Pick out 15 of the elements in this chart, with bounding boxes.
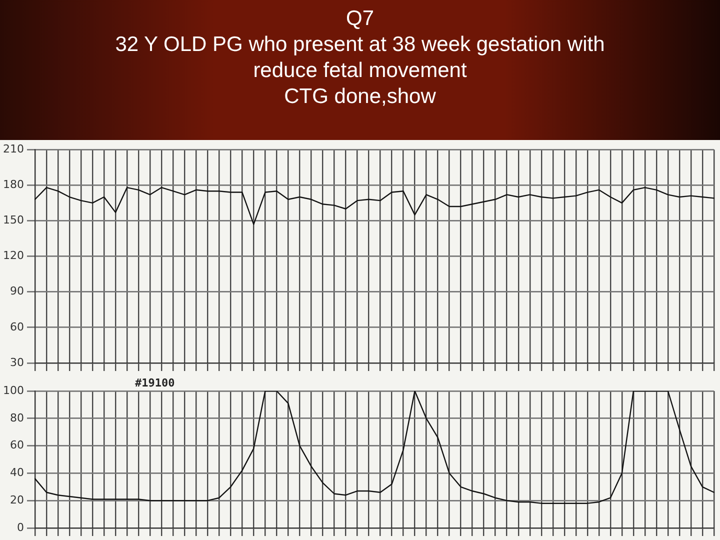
y-tick-label: 20 (10, 493, 24, 506)
chart-title: Q7 32 Y OLD PG who present at 38 week gestation with reduce fetal movement CTG done,show (114, 6, 606, 110)
y-tick-label: 0 (16, 520, 24, 534)
y-tick-label: 180 (2, 178, 24, 192)
y-tick-label: 210 (2, 142, 24, 156)
y-tick-label: 40 (10, 466, 24, 480)
y-tick-label: 60 (10, 320, 24, 334)
y-tick-label: 90 (10, 284, 24, 298)
y-tick-label: 60 (10, 438, 24, 452)
y-tick-label: 120 (2, 249, 24, 262)
y-tick-label: 80 (10, 411, 24, 424)
y-tick-label: 100 (2, 384, 24, 397)
y-tick-label: 150 (2, 214, 24, 227)
text: #19100 (134, 376, 175, 390)
y-tick-label: 30 (10, 356, 24, 369)
